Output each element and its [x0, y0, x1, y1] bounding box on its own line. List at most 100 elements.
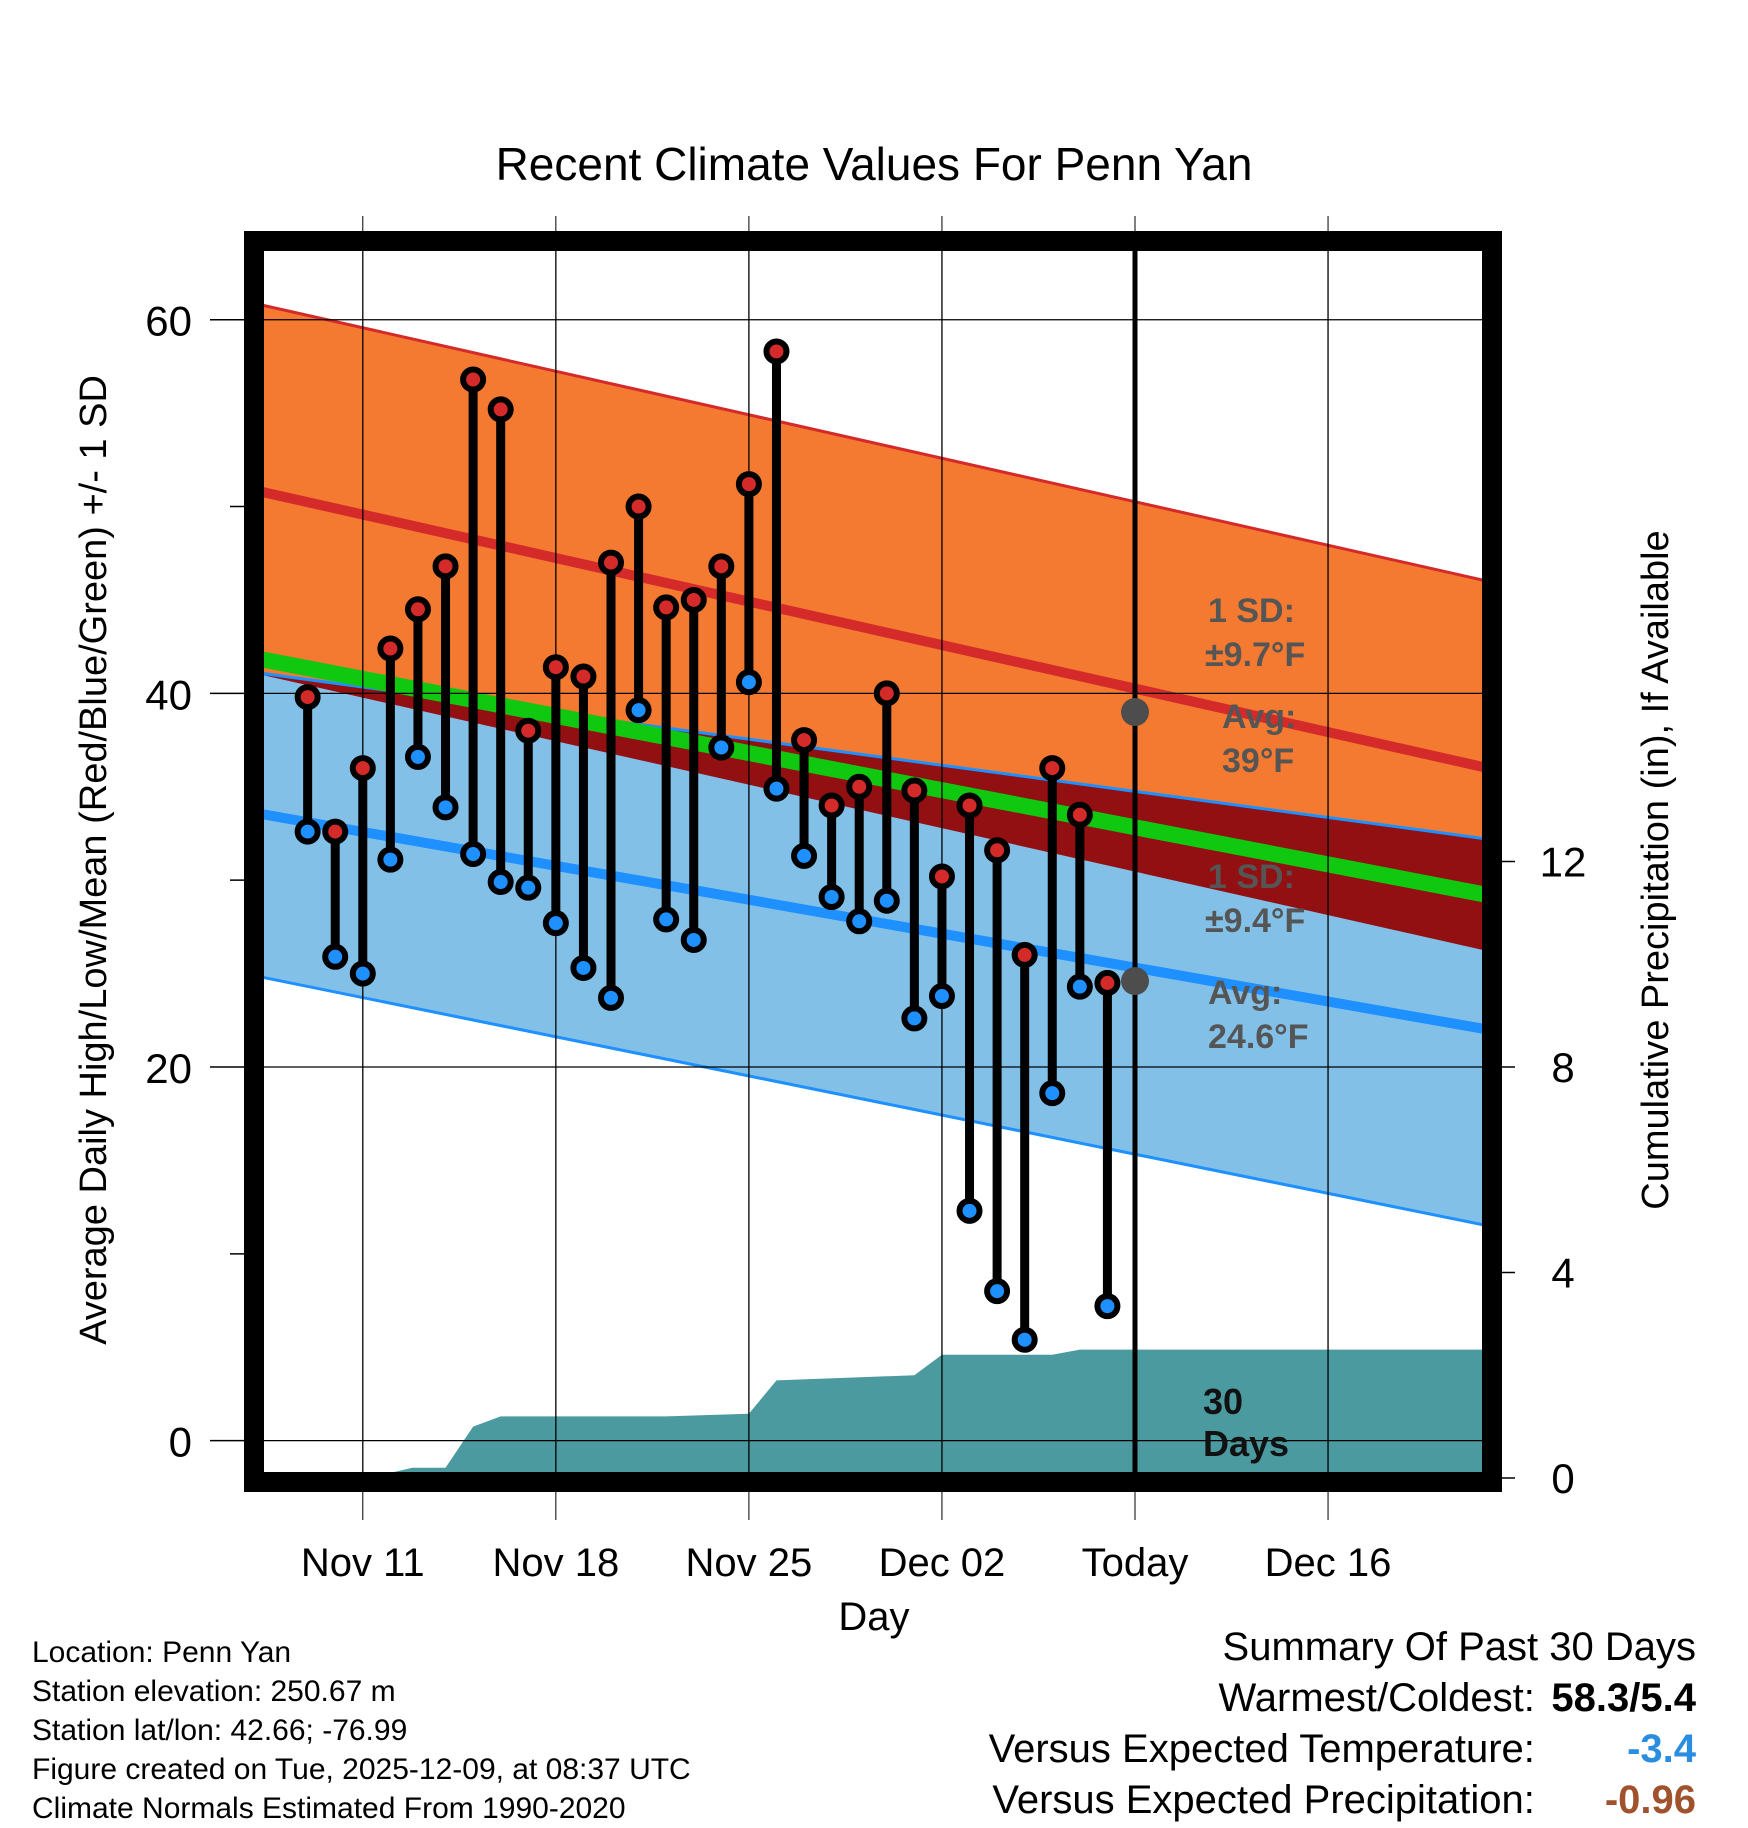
low-temp-point	[763, 775, 790, 802]
low-temp-point	[1039, 1080, 1066, 1107]
low-temp-point	[653, 906, 680, 933]
plot-frame	[244, 231, 1502, 1492]
high-temp-point	[625, 493, 652, 520]
low-temp-point	[460, 841, 487, 868]
info-latlon: Station lat/lon: 42.66; -76.99	[32, 1714, 408, 1747]
y-axis-label: Average Daily High/Low/Mean (Red/Blue/Gr…	[73, 375, 115, 1345]
high-temp-point	[294, 684, 321, 711]
precip-days-label: Days	[1203, 1423, 1289, 1464]
low-temp-point	[1066, 973, 1093, 1000]
low-temp-point	[873, 887, 900, 914]
low-temp-point	[1011, 1326, 1038, 1353]
high-sd-value: ±9.7°F	[1205, 636, 1305, 674]
high-temp-point	[460, 366, 487, 393]
y2-tick-label: 12	[1540, 839, 1587, 886]
chart-title: Recent Climate Values For Penn Yan	[496, 138, 1253, 190]
low-temp-point	[349, 960, 376, 987]
summary-title: Summary Of Past 30 Days	[1222, 1625, 1696, 1669]
high-avg-label: Avg:	[1222, 698, 1296, 736]
y2-axis-label: Cumulative Precipitation (in), If Availa…	[1635, 530, 1677, 1209]
low-temp-point	[598, 984, 625, 1011]
low-temp-point	[625, 697, 652, 724]
high-temp-point	[791, 727, 818, 754]
low-temp-point	[570, 954, 597, 981]
summary-precip: Versus Expected Precipitation: -0.96	[992, 1778, 1696, 1823]
precip-days-label: 30	[1203, 1381, 1243, 1422]
low-temp-point	[928, 983, 955, 1010]
info-normals: Climate Normals Estimated From 1990-2020	[32, 1792, 626, 1825]
low-temp-point	[818, 883, 845, 910]
low-sd-label: 1 SD:	[1208, 858, 1295, 896]
info-elevation: Station elevation: 250.67 m	[32, 1675, 396, 1708]
high-temp-point	[708, 553, 735, 580]
x-axis-label: Day	[838, 1595, 909, 1639]
low-temp-point	[901, 1005, 928, 1032]
x-tick-label: Today	[1082, 1541, 1189, 1585]
low-temp-point	[404, 743, 431, 770]
info-location: Location: Penn Yan	[32, 1636, 292, 1669]
summary-warmest-value: 58.3/5.4	[1551, 1676, 1696, 1720]
high-upper-line	[258, 302, 1488, 583]
low-temp-point	[322, 943, 349, 970]
high-normal-line	[258, 485, 1488, 773]
y-tick-label: 20	[145, 1045, 192, 1092]
x-tick-label: Nov 18	[492, 1541, 619, 1585]
x-tick-label: Nov 11	[301, 1541, 425, 1585]
high-temp-point	[404, 596, 431, 623]
high-temp-point	[322, 818, 349, 845]
high-temp-point	[956, 792, 983, 819]
summary-temp-value: -3.4	[1627, 1727, 1696, 1771]
today-avg-marker	[1120, 967, 1149, 996]
low-temp-point	[680, 926, 707, 953]
high-temp-point	[542, 654, 569, 681]
low-temp-point	[735, 669, 762, 696]
low-temp-point	[791, 842, 818, 869]
high-temp-point	[763, 338, 790, 365]
low-temp-point	[984, 1278, 1011, 1305]
low-temp-point	[515, 874, 542, 901]
high-temp-point	[432, 553, 459, 580]
summary-warmest: Warmest/Coldest: 58.3/5.4	[1219, 1676, 1697, 1721]
low-temp-point	[487, 869, 514, 896]
high-temp-point	[653, 594, 680, 621]
high-temp-point	[928, 863, 955, 890]
high-temp-point	[487, 396, 514, 423]
summary-precip-value: -0.96	[1604, 1778, 1696, 1822]
high-temp-point	[570, 663, 597, 690]
y2-tick-label: 4	[1551, 1250, 1574, 1297]
summary-precip-label: Versus Expected Precipitation:	[992, 1778, 1535, 1822]
y-tick-label: 60	[145, 298, 192, 345]
summary-temp: Versus Expected Temperature: -3.4	[989, 1727, 1696, 1772]
summary-temp-label: Versus Expected Temperature:	[988, 1727, 1535, 1771]
low-temp-point	[956, 1197, 983, 1224]
high-temp-point	[901, 777, 928, 804]
low-temp-point	[542, 910, 569, 937]
low-temp-point	[294, 818, 321, 845]
low-sd-value: ±9.4°F	[1205, 902, 1305, 940]
high-temp-point	[515, 717, 542, 744]
high-temp-point	[377, 635, 404, 662]
high-sd-label: 1 SD:	[1208, 592, 1295, 630]
summary-warmest-label: Warmest/Coldest:	[1218, 1676, 1535, 1720]
high-temp-point	[1066, 801, 1093, 828]
y2-tick-label: 8	[1551, 1044, 1574, 1091]
y-tick-label: 0	[169, 1419, 192, 1466]
x-tick-label: Dec 02	[879, 1541, 1006, 1585]
y2-tick-label: 0	[1551, 1455, 1574, 1502]
high-temp-point	[680, 586, 707, 613]
low-temp-point	[432, 794, 459, 821]
y-tick-label: 40	[145, 671, 192, 718]
precip-area	[258, 1349, 1488, 1478]
high-avg-value: 39°F	[1222, 742, 1294, 780]
high-temp-point	[598, 549, 625, 576]
plot-clip-group	[258, 245, 1488, 1478]
x-tick-label: Nov 25	[686, 1541, 813, 1585]
high-temp-point	[1039, 755, 1066, 782]
low-temp-point	[377, 846, 404, 873]
today-avg-marker	[1120, 698, 1149, 727]
low-temp-point	[1094, 1293, 1121, 1320]
high-temp-point	[1011, 941, 1038, 968]
x-tick-label: Dec 16	[1265, 1541, 1392, 1585]
overlap-band	[258, 672, 1488, 952]
